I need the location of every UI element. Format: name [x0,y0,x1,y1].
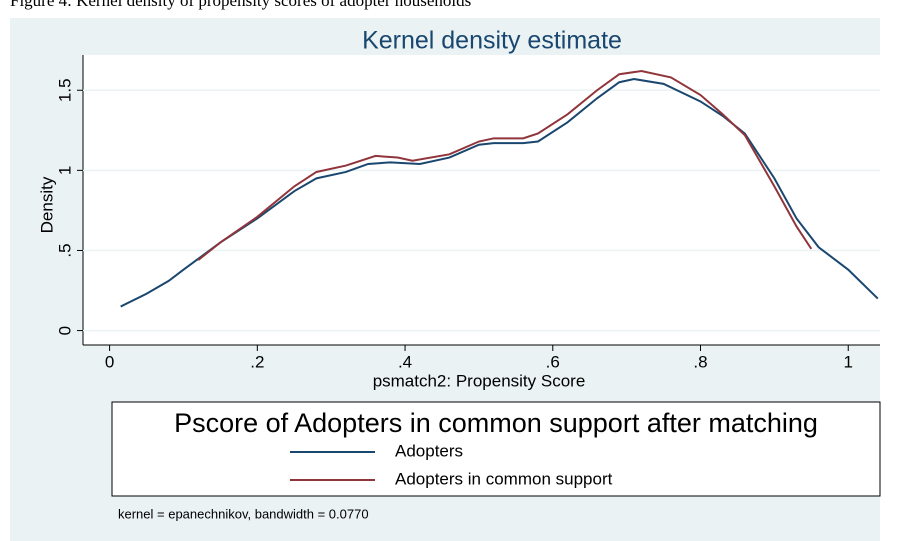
x-tick-label: .2 [250,352,264,371]
x-tick-label: 1 [844,352,853,371]
density-line [120,78,879,308]
x-tick-label: .8 [693,352,707,371]
x-tick-label: .6 [546,352,560,371]
note: kernel = epanechnikov, bandwidth = 0.077… [118,506,369,521]
y-tick-label: 1.5 [55,78,74,102]
x-tick-label: .4 [398,352,412,371]
legend-label: Adopters in common support [395,469,613,488]
chart-title: Kernel density estimate [362,27,622,55]
y-tick-label: 0 [55,326,74,335]
plot-region [83,55,880,345]
legend [111,401,881,497]
y-axis-label: Density [37,176,56,233]
legend-title: Pscore of Adopters in common support aft… [174,408,818,438]
x-axis-label: psmatch2: Propensity Score [373,371,586,390]
caption: Figure 4: Kernel density of propensity s… [10,0,471,10]
y-tick-label: .5 [55,243,74,257]
legend-label: Adopters [395,441,463,460]
y-tick-label: 1 [55,166,74,175]
density-line [197,70,813,261]
x-tick-label: 0 [105,352,114,371]
